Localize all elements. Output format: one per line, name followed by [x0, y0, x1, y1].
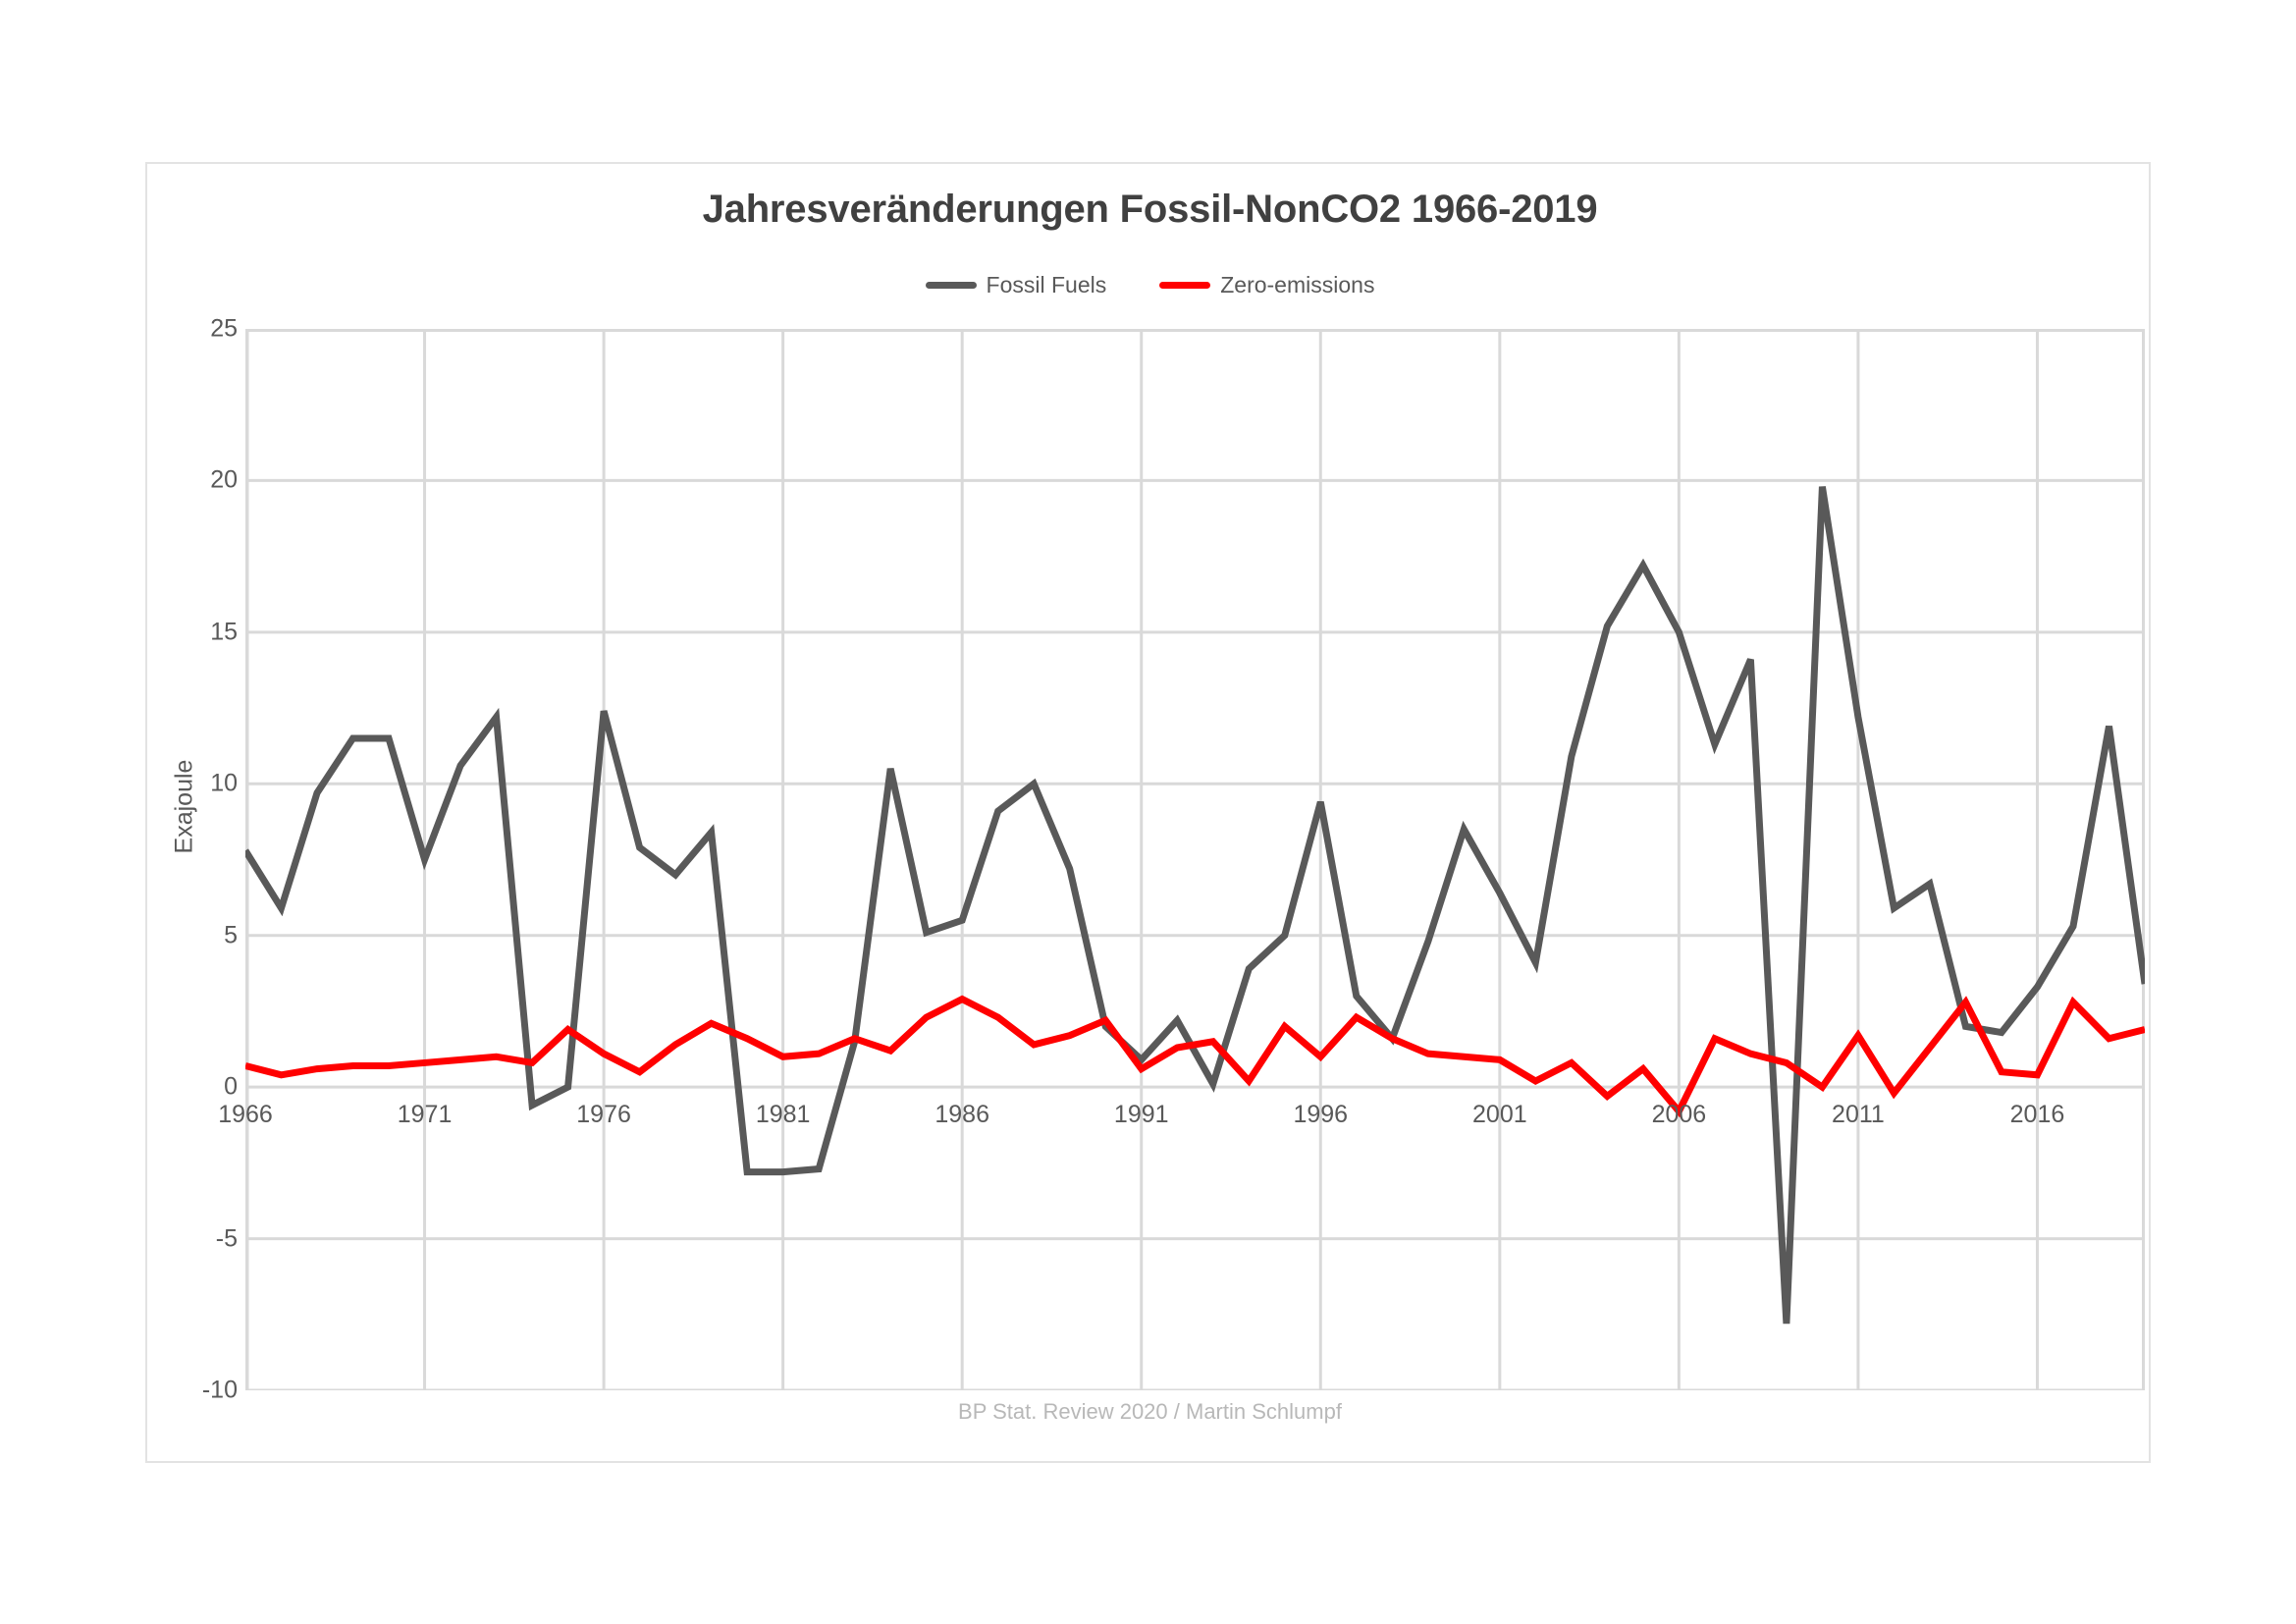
x-tick-label: 1991	[1113, 1101, 1169, 1129]
chart-legend: Fossil Fuels Zero-emissions	[147, 272, 2153, 298]
y-tick-label: 5	[224, 921, 238, 949]
x-tick-label: 1986	[934, 1101, 989, 1129]
series-line-fossil-fuels	[245, 486, 2145, 1325]
x-tick-label: 1996	[1293, 1101, 1349, 1129]
y-tick-label: 10	[210, 769, 238, 797]
x-tick-label: 2011	[1832, 1101, 1885, 1129]
legend-swatch-fossil-fuels-icon	[925, 282, 977, 289]
x-tick-label: 2016	[2009, 1101, 2065, 1129]
y-axis-tick-labels: 25 20 15 10 5 0 -5 -10	[147, 315, 238, 1404]
legend-label-fossil-fuels: Fossil Fuels	[986, 272, 1107, 298]
y-tick-label: -5	[215, 1224, 238, 1253]
y-tick-label: 0	[224, 1072, 238, 1101]
x-tick-label: 2001	[1472, 1101, 1527, 1129]
x-tick-label: 1966	[218, 1101, 273, 1129]
y-tick-label: 20	[210, 465, 238, 494]
y-tick-label: 15	[210, 618, 238, 646]
legend-label-zero-emissions: Zero-emissions	[1220, 272, 1375, 298]
x-tick-label: 1971	[397, 1101, 453, 1129]
x-tick-label: 1981	[755, 1101, 811, 1129]
x-tick-label: 1976	[576, 1101, 631, 1129]
y-tick-label: -10	[201, 1376, 238, 1404]
x-axis-tick-labels: 1966 1971 1976 1981 1986 1991 1996 2001 2006 2011…	[218, 1101, 2145, 1140]
plot-area	[245, 329, 2145, 1390]
y-tick-label: 25	[210, 314, 238, 343]
series-line-zero-emissions	[245, 995, 2145, 1118]
chart-container: Jahresveränderungen Fossil-NonCO2 1966-2…	[145, 162, 2151, 1463]
source-note: BP Stat. Review 2020 / Martin Schlumpf	[958, 1399, 1342, 1424]
legend-item-zero-emissions[interactable]: Zero-emissions	[1159, 272, 1374, 298]
x-tick-label: 2006	[1651, 1101, 1707, 1129]
plot-svg	[245, 329, 2145, 1390]
legend-item-fossil-fuels[interactable]: Fossil Fuels	[925, 272, 1107, 298]
chart-title: Jahresveränderungen Fossil-NonCO2 1966-2…	[702, 188, 1598, 231]
legend-swatch-zero-emissions-icon	[1159, 282, 1211, 289]
